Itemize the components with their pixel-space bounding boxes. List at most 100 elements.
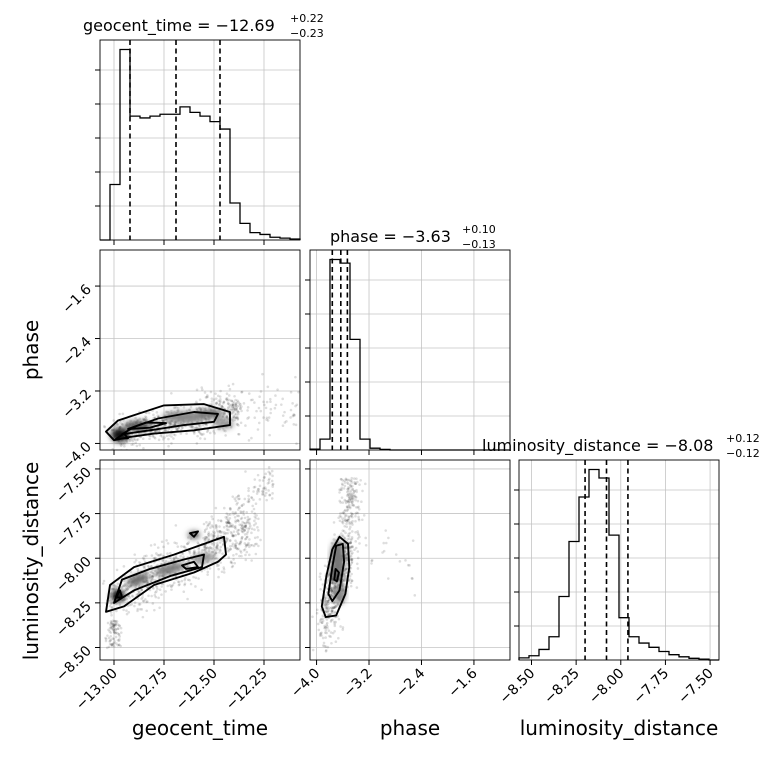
sample-point: [141, 437, 145, 441]
x-tick-label-phase: −2.4: [393, 665, 428, 700]
sample-point: [291, 414, 295, 418]
sample-point: [323, 631, 327, 634]
sample-point: [357, 518, 361, 522]
sample-point: [349, 545, 353, 549]
sample-point: [214, 506, 218, 510]
sample-point: [203, 545, 207, 549]
sample-point: [334, 605, 338, 608]
sample-point: [351, 515, 354, 519]
sample-point: [218, 427, 221, 431]
sample-point: [217, 399, 220, 403]
sample-point: [108, 599, 112, 603]
sample-point: [186, 559, 190, 563]
sample-point: [192, 551, 196, 554]
sample-point: [327, 606, 331, 609]
sample-point: [111, 622, 115, 626]
sample-point: [386, 577, 390, 580]
sample-point: [200, 388, 204, 391]
sample-point: [148, 573, 152, 577]
sample-point: [170, 392, 173, 395]
sample-point: [205, 520, 208, 524]
sample-point: [158, 588, 162, 591]
sample-point: [257, 517, 260, 521]
sample-point: [161, 574, 165, 578]
sample-point: [345, 556, 348, 560]
sample-point: [247, 416, 251, 419]
sample-point: [225, 397, 229, 400]
sample-point: [198, 398, 202, 401]
sample-point: [152, 587, 155, 590]
sample-point: [110, 428, 114, 432]
sample-point: [117, 633, 121, 636]
sample-point: [210, 524, 214, 527]
sample-point: [229, 547, 232, 551]
sample-point: [248, 517, 252, 521]
sample-point: [350, 503, 354, 507]
sample-point: [256, 487, 260, 491]
sample-point: [344, 544, 348, 547]
sample-point: [199, 424, 202, 428]
sample-point: [111, 587, 114, 591]
sample-point: [189, 425, 192, 429]
contour-line: [333, 567, 340, 583]
sample-point: [206, 523, 210, 526]
sample-point: [109, 623, 112, 626]
sample-point: [237, 532, 240, 536]
sample-point: [112, 629, 116, 632]
sample-point: [175, 427, 178, 431]
sample-point: [121, 423, 124, 426]
sample-point: [226, 401, 230, 405]
sample-point: [114, 631, 117, 635]
sample-point: [271, 483, 274, 486]
sample-point: [344, 545, 347, 549]
sample-point: [219, 519, 223, 522]
sample-point: [161, 435, 164, 439]
sample-point: [249, 398, 253, 402]
sample-point: [236, 519, 239, 522]
sample-point: [152, 413, 155, 417]
density-cell: [330, 540, 345, 577]
sample-point: [154, 595, 158, 599]
sample-point: [195, 442, 199, 445]
sample-point: [210, 397, 214, 400]
sample-point: [333, 582, 337, 586]
sample-point: [198, 431, 202, 435]
sample-point: [167, 422, 171, 425]
sample-point: [327, 609, 331, 612]
sample-point: [351, 545, 354, 548]
sample-point: [350, 560, 354, 564]
sample-point: [200, 433, 204, 437]
sample-point: [112, 624, 116, 628]
sample-point: [121, 442, 124, 446]
sample-point: [346, 537, 349, 541]
sample-point: [145, 554, 148, 558]
sample-point: [189, 405, 193, 409]
sample-point: [221, 402, 225, 405]
sample-point: [200, 386, 204, 389]
sample-point: [352, 491, 356, 495]
sample-point: [208, 546, 212, 549]
sample-point: [214, 524, 218, 528]
sample-point: [173, 406, 177, 409]
sample-point: [267, 481, 271, 484]
sample-point: [344, 568, 347, 571]
sample-point: [267, 470, 270, 474]
sample-point: [239, 421, 243, 425]
sample-point: [157, 576, 161, 580]
sample-point: [241, 535, 244, 539]
sample-point: [350, 512, 354, 516]
sample-point: [161, 419, 164, 423]
sample-point: [103, 425, 107, 429]
sample-point: [330, 588, 334, 592]
sample-point: [114, 628, 118, 632]
sample-point: [152, 574, 155, 578]
sample-point: [345, 546, 348, 549]
sample-point: [192, 575, 195, 579]
sample-point: [245, 510, 249, 514]
sample-point: [109, 602, 113, 606]
sample-point: [352, 503, 355, 507]
sample-point: [126, 588, 129, 591]
sample-point: [243, 548, 247, 551]
axes-frame: [309, 459, 511, 661]
sample-point: [325, 607, 329, 611]
